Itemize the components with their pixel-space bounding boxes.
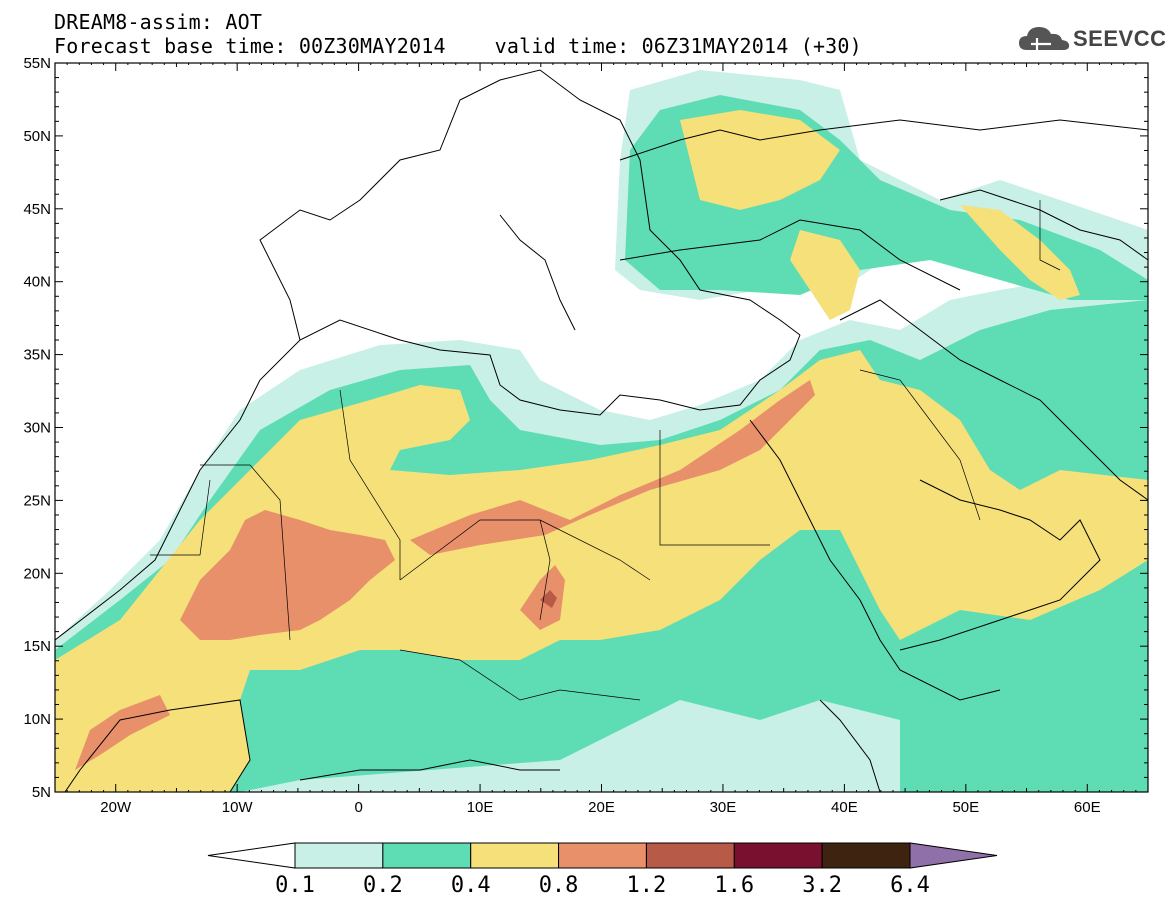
coastlines <box>55 69 1148 792</box>
lon-tick-label: 10E <box>467 799 494 816</box>
seevccc-logo: SEEVCCC <box>1017 22 1165 56</box>
lon-tick-label: 40E <box>831 799 858 816</box>
colorbar-swatch <box>382 842 472 869</box>
lat-tick-label: 30N <box>23 420 51 437</box>
lon-tick-label: 0 <box>354 799 362 816</box>
lat-tick-label: 15N <box>23 638 51 655</box>
colorbar-swatch <box>558 842 647 869</box>
lat-tick-label: 50N <box>23 128 51 145</box>
lat-tick-label: 40N <box>23 274 51 291</box>
colorbar-label: 3.2 <box>802 873 842 898</box>
colorbar-swatch <box>733 842 823 869</box>
lat-tick-label: 20N <box>23 565 51 582</box>
lon-tick-label: 30E <box>710 799 737 816</box>
aot-level-0.8-guinea <box>75 695 170 770</box>
lat-tick-label: 45N <box>23 201 51 218</box>
aot-level-0.4 <box>55 350 1148 792</box>
country-borders <box>150 200 1061 701</box>
lon-tick-label: 20E <box>588 799 615 816</box>
colorbar-swatch <box>294 842 384 869</box>
colorbar-swatch <box>645 842 735 869</box>
colorbar-label: 0.8 <box>539 873 579 898</box>
aot-field <box>55 63 1148 792</box>
lat-tick-label: 10N <box>23 711 51 728</box>
lon-tick-label: 10W <box>222 799 254 816</box>
colorbar-swatch <box>470 842 560 869</box>
lat-tick-label: 55N <box>23 55 51 72</box>
aot-level-0.4-caspian <box>960 205 1080 300</box>
aot-level-1.2 <box>540 590 557 608</box>
lat-tick-label: 35N <box>23 347 51 364</box>
logo-text: SEEVCCC <box>1073 26 1165 51</box>
lat-tick-label: 25N <box>23 492 51 509</box>
colorbar-label: 0.2 <box>363 873 403 898</box>
cloud-icon <box>1019 27 1070 50</box>
axis-tick-labels: 5N 10N 15N 20N 25N 30N 35N 40N 45N 50N 55N 20W 10W 0 1… <box>23 55 1100 816</box>
axis-ticks <box>54 62 1149 793</box>
colorbar-label: 1.6 <box>714 873 754 898</box>
colorbar-label: 6.4 <box>890 873 930 898</box>
chart-title-times: Forecast base time: 00Z30MAY2014 valid t… <box>54 34 862 58</box>
aot-level-0.4-ukraine <box>680 110 840 210</box>
aot-level-0.4-turkey <box>790 230 860 320</box>
colorbar-label: 0.1 <box>275 873 315 898</box>
colorbar-swatch <box>821 842 911 869</box>
colorbar-label: 1.2 <box>627 873 667 898</box>
colorbar-labels: 0.1 0.2 0.4 0.8 1.2 1.6 3.2 6.4 <box>275 873 930 898</box>
lon-tick-label: 20W <box>100 799 132 816</box>
colorbar <box>207 842 998 869</box>
lon-tick-label: 50E <box>952 799 979 816</box>
lon-tick-label: 60E <box>1074 799 1101 816</box>
colorbar-label: 0.4 <box>451 873 491 898</box>
aot-level-0.8-sahara <box>180 510 395 640</box>
chart-title-product: DREAM8-assim: AOT <box>54 10 263 34</box>
aot-level-0.8-belt <box>410 380 815 555</box>
lat-tick-label: 5N <box>32 784 51 801</box>
colorbar-under-triangle <box>207 842 296 869</box>
aot-level-0.2-sudan <box>930 700 1050 765</box>
colorbar-over-triangle <box>909 842 998 869</box>
